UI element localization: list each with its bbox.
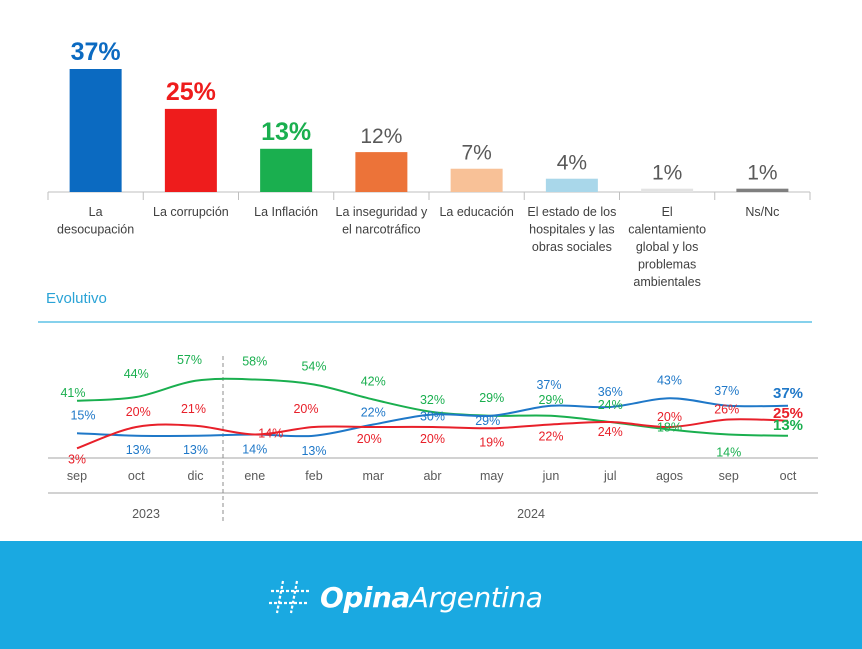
data-point-label: 21% [181,402,206,416]
bar-category-label: problemas [638,258,696,272]
data-point-label: 37% [773,385,803,402]
data-point-label: 14% [716,446,741,460]
data-point-label: 41% [60,386,85,400]
data-point-label: 20% [293,402,318,416]
data-point-label: 36% [598,385,623,399]
x-tick-label: may [480,469,504,483]
x-tick-label: mar [362,469,384,483]
data-point-label: 22% [538,430,563,444]
bar-category-label: obras sociales [532,240,612,254]
evolutivo-title: Evolutivo [46,290,107,307]
x-tick-label: oct [780,469,797,483]
bar-value-label: 7% [461,142,491,165]
x-tick-label: agos [656,469,683,483]
x-tick-label: feb [305,469,322,483]
bar [450,168,503,192]
hashtag-logo-icon [269,580,310,614]
logo-word-opina: Opina [320,580,410,614]
bar [641,188,694,192]
data-point-label: 13% [126,443,151,457]
data-point-label: 14% [242,443,267,457]
data-point-label: 15% [70,408,95,422]
data-point-label: 13% [301,444,326,458]
bar [164,108,217,192]
data-point-label: 24% [598,398,623,412]
data-point-label: 44% [124,367,149,381]
x-tick-label: sep [719,469,739,483]
data-point-label: 54% [301,360,326,374]
data-point-label: 29% [479,391,504,405]
data-point-label: 57% [177,353,202,367]
bar [355,152,408,192]
bar-category-label: el narcotráfico [342,223,421,237]
bar-value-label: 37% [71,38,121,66]
year-label: 2024 [517,507,545,521]
data-point-label: 18% [657,421,682,435]
data-point-label: 58% [242,355,267,369]
x-tick-label: sep [67,469,87,483]
data-point-label: 20% [126,405,151,419]
x-tick-label: jun [542,469,560,483]
bar-value-label: 25% [166,78,216,106]
year-label: 2023 [132,507,160,521]
data-point-label: 25% [773,405,803,422]
data-point-label: 43% [657,373,682,387]
x-tick-label: oct [128,469,145,483]
data-point-label: 13% [773,417,803,434]
bar-category-label: hospitales y las [529,223,614,237]
data-point-label: 32% [420,393,445,407]
data-point-label: 22% [361,406,386,420]
bar-category-label: Ns/Nc [745,205,779,219]
opina-argentina-logo: Opina Argentina [268,575,543,619]
x-tick-label: jul [603,469,617,483]
data-point-label: 26% [714,403,739,417]
bar [545,178,598,192]
data-point-label: 20% [420,432,445,446]
line-chart: Evolutivo sep oct dic ene feb mar abr may jun jul a… [38,290,818,523]
chart-canvas: 37% La desocupación 25% La corrupción 13% La I… [38,38,818,523]
data-point-label: 29% [475,414,500,428]
bar [736,188,789,192]
data-point-label: 24% [598,425,623,439]
data-point-label: 30% [420,410,445,424]
bar-value-label: 4% [557,152,587,175]
bar-category-label: La inseguridad y [336,205,428,219]
logo-word-argentina: Argentina [409,580,543,614]
bar-category-label: global y los [636,240,699,254]
data-point-label: 13% [183,443,208,457]
bar-category-label: desocupación [57,223,134,237]
bar-chart: 37% La desocupación 25% La corrupción 13% La I… [47,38,811,289]
bar-category-label: El estado de los [527,205,616,219]
bar-value-label: 1% [652,162,682,185]
x-tick-label: dic [188,469,204,483]
bar-category-label: La educación [439,205,513,219]
bar-category-label: La Inflación [254,205,318,219]
footer-band: Opina Argentina [0,541,862,649]
x-tick-label: ene [244,469,265,483]
data-point-label: 20% [657,410,682,424]
series-line [76,418,789,450]
bar-value-label: 1% [747,162,777,185]
data-point-label: 3% [68,452,86,466]
bar-category-label: ambientales [633,275,700,289]
data-point-label: 42% [361,375,386,389]
bar [69,69,122,192]
bar-category-label: La [89,205,103,219]
data-point-label: 14% [258,427,283,441]
data-point-label: 19% [479,435,504,449]
bar-category-label: calentamiento [628,223,706,237]
data-point-label: 29% [538,393,563,407]
bar-category-label: El [662,205,673,219]
bar-value-label: 12% [360,125,402,148]
data-point-label: 20% [357,432,382,446]
series-line [76,397,789,438]
bar-category-label: La corrupción [153,205,229,219]
series-line [76,377,789,437]
x-tick-label: abr [423,469,441,483]
data-point-label: 37% [536,378,561,392]
bar [260,148,313,192]
bar-value-label: 13% [261,118,311,146]
data-point-label: 37% [714,384,739,398]
